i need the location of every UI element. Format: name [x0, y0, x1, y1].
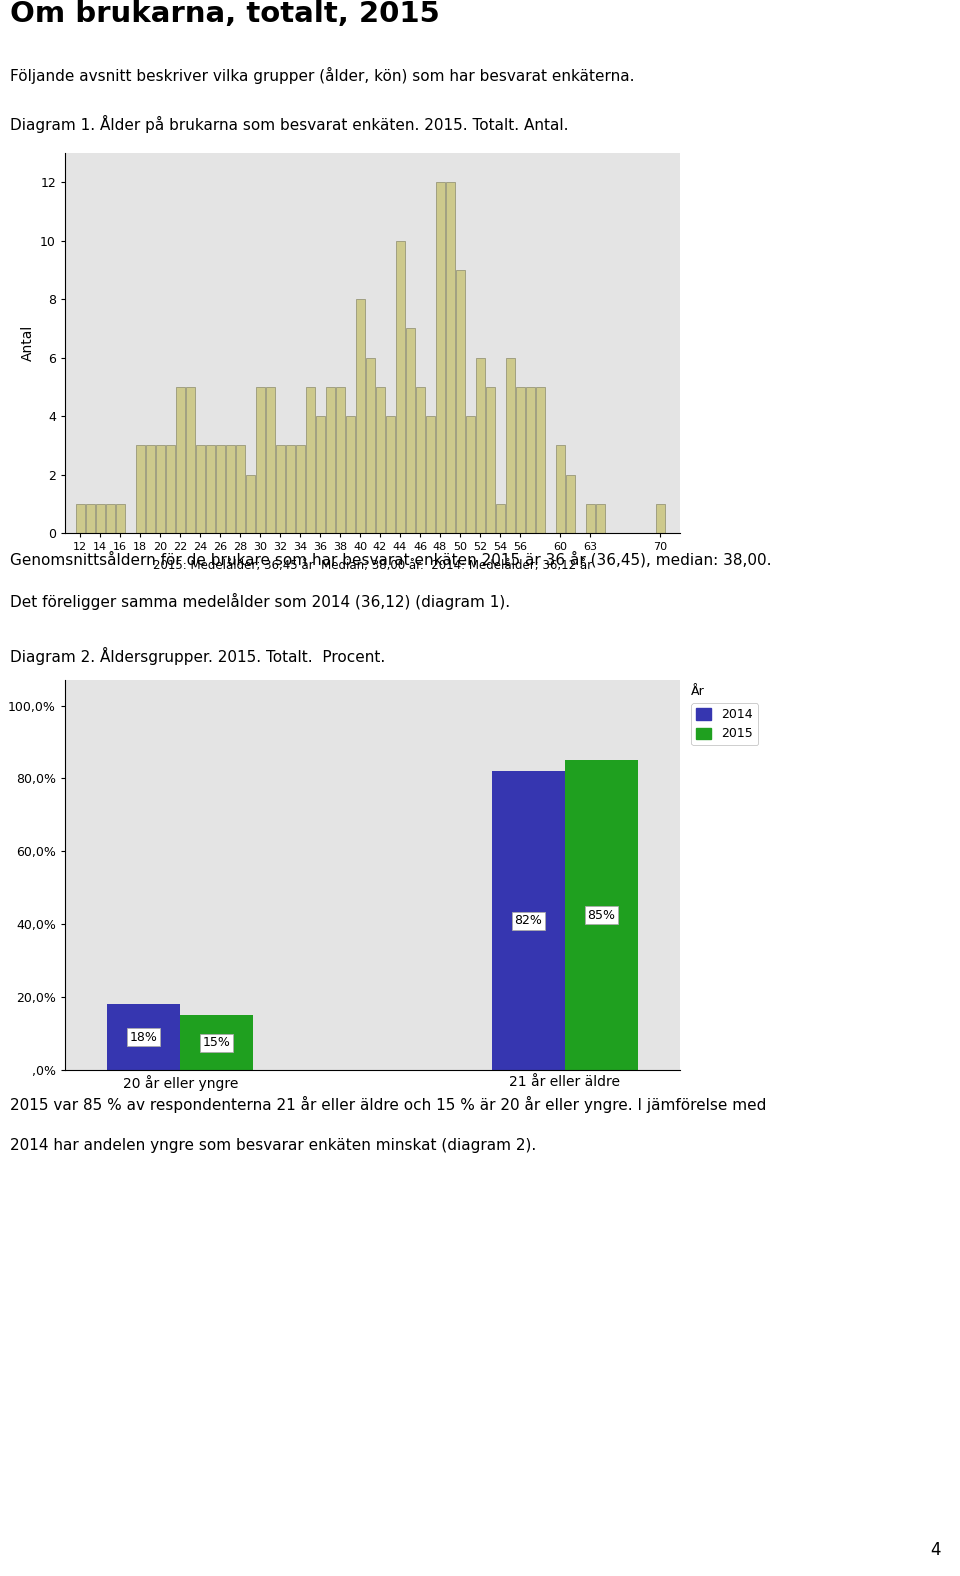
- Bar: [226, 446, 234, 533]
- Legend: 2014, 2015: 2014, 2015: [691, 703, 758, 745]
- Text: Diagram 1. Ålder på brukarna som besvarat enkäten. 2015. Totalt. Antal.: Diagram 1. Ålder på brukarna som besvara…: [10, 115, 568, 132]
- Text: År: År: [691, 686, 705, 698]
- Y-axis label: Procent: Procent: [0, 849, 3, 901]
- Bar: [556, 446, 564, 533]
- Bar: [506, 358, 515, 533]
- Bar: [316, 416, 324, 533]
- Bar: [266, 386, 275, 533]
- Bar: [492, 771, 564, 1070]
- Bar: [375, 386, 385, 533]
- Text: 4: 4: [930, 1541, 941, 1559]
- Bar: [495, 504, 505, 533]
- Bar: [196, 446, 204, 533]
- Bar: [255, 386, 265, 533]
- Bar: [115, 504, 125, 533]
- Bar: [205, 446, 214, 533]
- Bar: [246, 474, 254, 533]
- Bar: [180, 1015, 253, 1070]
- Bar: [296, 446, 304, 533]
- Bar: [396, 241, 404, 533]
- Text: Om brukarna, totalt, 2015: Om brukarna, totalt, 2015: [10, 0, 440, 28]
- Bar: [455, 269, 465, 533]
- Bar: [185, 386, 195, 533]
- Bar: [235, 446, 245, 533]
- Text: 85%: 85%: [588, 909, 615, 922]
- Bar: [405, 328, 415, 533]
- Bar: [595, 504, 605, 533]
- X-axis label: 2015: Medelålder; 36,45 år  Median; 38,00 år.  2014: Medelålder; 36,12 år: 2015: Medelålder; 36,45 år Median; 38,00…: [153, 559, 592, 572]
- Bar: [106, 504, 114, 533]
- Bar: [135, 446, 145, 533]
- Bar: [366, 358, 374, 533]
- Bar: [656, 504, 664, 533]
- Text: Genomsnittsåldern för de brukare som har besvarat enkäten 2015 är 36 år (36,45),: Genomsnittsåldern för de brukare som har…: [10, 552, 771, 567]
- Bar: [586, 504, 594, 533]
- Bar: [536, 386, 544, 533]
- Bar: [386, 416, 395, 533]
- Bar: [525, 386, 535, 533]
- Bar: [475, 358, 485, 533]
- Bar: [346, 416, 354, 533]
- Bar: [176, 386, 184, 533]
- Bar: [156, 446, 164, 533]
- Bar: [486, 386, 494, 533]
- Bar: [146, 446, 155, 533]
- Bar: [564, 760, 637, 1070]
- Bar: [355, 299, 365, 533]
- Bar: [285, 446, 295, 533]
- Bar: [436, 183, 444, 533]
- Text: Följande avsnitt beskriver vilka grupper (ålder, kön) som har besvarat enkäterna: Följande avsnitt beskriver vilka grupper…: [10, 68, 635, 84]
- Bar: [325, 386, 334, 533]
- Bar: [425, 416, 435, 533]
- Bar: [276, 446, 284, 533]
- Bar: [466, 416, 474, 533]
- Y-axis label: Antal: Antal: [20, 325, 35, 361]
- Bar: [95, 504, 105, 533]
- Text: 2014 har andelen yngre som besvarar enkäten minskat (diagram 2).: 2014 har andelen yngre som besvarar enkä…: [10, 1138, 536, 1154]
- Bar: [565, 474, 574, 533]
- Bar: [416, 386, 424, 533]
- Bar: [305, 386, 315, 533]
- Bar: [76, 504, 84, 533]
- Text: 15%: 15%: [203, 1035, 230, 1050]
- Bar: [215, 446, 225, 533]
- Text: 82%: 82%: [515, 914, 542, 927]
- Bar: [445, 183, 454, 533]
- Bar: [108, 1004, 180, 1070]
- Text: Diagram 2. Åldersgrupper. 2015. Totalt.  Procent.: Diagram 2. Åldersgrupper. 2015. Totalt. …: [10, 648, 385, 665]
- Text: 2015 var 85 % av respondenterna 21 år eller äldre och 15 % är 20 år eller yngre.: 2015 var 85 % av respondenterna 21 år el…: [10, 1095, 766, 1113]
- Bar: [335, 386, 345, 533]
- Text: Det föreligger samma medelålder som 2014 (36,12) (diagram 1).: Det föreligger samma medelålder som 2014…: [10, 593, 510, 610]
- Bar: [165, 446, 175, 533]
- Text: 18%: 18%: [130, 1031, 157, 1043]
- Bar: [85, 504, 94, 533]
- Bar: [516, 386, 524, 533]
